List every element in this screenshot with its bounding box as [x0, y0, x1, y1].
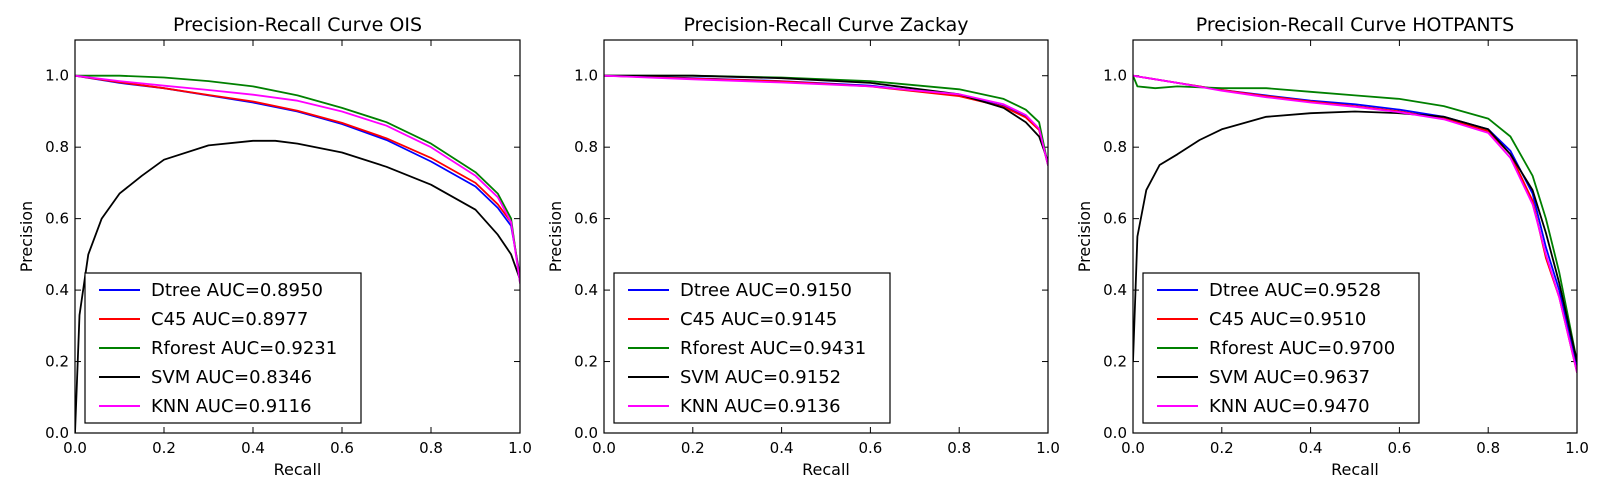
- x-tick-label: 0.4: [241, 439, 265, 457]
- x-tick-label: 0.2: [681, 439, 705, 457]
- x-tick-label: 0.0: [63, 439, 87, 457]
- y-tick-label: 1.0: [45, 67, 69, 85]
- x-tick-label: 0.6: [858, 439, 882, 457]
- x-tick-label: 0.2: [1210, 439, 1234, 457]
- series-line-c45: [604, 74, 1048, 166]
- y-tick-label: 0.2: [574, 353, 598, 371]
- y-tick-label: 1.0: [1103, 67, 1127, 85]
- legend-label: Rforest AUC=0.9431: [680, 338, 866, 359]
- series-line-rforest: [1133, 74, 1577, 363]
- x-tick-label: 0.0: [1121, 439, 1145, 457]
- x-tick-label: 0.8: [1476, 439, 1500, 457]
- plot-frame: [74, 39, 521, 434]
- legend: Dtree AUC=0.8950 C45 AUC=0.8977 Rforest AU…: [84, 272, 362, 424]
- chart-title: Precision-Recall Curve Zackay: [683, 14, 968, 36]
- legend-label: Dtree AUC=0.8950: [151, 280, 323, 301]
- plot-frame: [603, 39, 1049, 434]
- x-tick-label: 0.6: [1387, 439, 1411, 457]
- chart-panel-1: Precision-Recall Curve OIS 0.0 0.2 0.4 0.6 0.…: [17, 14, 532, 479]
- x-tick-label: 0.0: [592, 439, 616, 457]
- y-tick-label: 0.4: [574, 281, 598, 299]
- y-axis-label: Precision: [17, 201, 36, 272]
- legend-label: SVM AUC=0.8346: [151, 367, 312, 388]
- legend-label: KNN AUC=0.9136: [680, 396, 841, 417]
- y-axis-label: Precision: [546, 201, 565, 272]
- x-tick-label: 1.0: [1565, 439, 1589, 457]
- x-tick-label: 0.2: [152, 439, 176, 457]
- y-tick-label: 1.0: [574, 67, 598, 85]
- x-tick-label: 0.8: [947, 439, 971, 457]
- series-line-svm: [604, 74, 1048, 163]
- legend: Dtree AUC=0.9150 C45 AUC=0.9145 Rforest AU…: [613, 272, 891, 424]
- legend-label: Dtree AUC=0.9528: [1209, 280, 1381, 301]
- chart-panel-3: Precision-Recall Curve HOTPANTS 0.0 0.2 0.4…: [1075, 14, 1589, 479]
- series-line-svm: [75, 139, 520, 433]
- x-tick-label: 0.4: [770, 439, 794, 457]
- y-tick-label: 0.4: [45, 281, 69, 299]
- series-line-dtree: [604, 74, 1048, 166]
- y-tick-label: 0.2: [45, 353, 69, 371]
- legend-label: KNN AUC=0.9116: [151, 396, 312, 417]
- y-tick-label: 0.0: [574, 424, 598, 442]
- y-tick-label: 0.0: [45, 424, 69, 442]
- series-line-svm: [1133, 110, 1577, 363]
- x-axis-label: Recall: [274, 460, 322, 479]
- legend-label: C45 AUC=0.9510: [1209, 309, 1366, 330]
- legend-label: SVM AUC=0.9152: [680, 367, 841, 388]
- legend: Dtree AUC=0.9528 C45 AUC=0.9510 Rforest AU…: [1142, 272, 1420, 424]
- series-line-c45: [75, 74, 520, 281]
- y-tick-label: 0.6: [1103, 210, 1127, 228]
- legend-label: KNN AUC=0.9470: [1209, 396, 1370, 417]
- y-tick-label: 0.8: [574, 138, 598, 156]
- chart-title: Precision-Recall Curve OIS: [173, 14, 422, 36]
- legend-label: C45 AUC=0.8977: [151, 309, 308, 330]
- y-tick-label: 0.6: [45, 210, 69, 228]
- x-tick-label: 0.4: [1299, 439, 1323, 457]
- legend-label: Rforest AUC=0.9700: [1209, 338, 1395, 359]
- x-axis-label: Recall: [802, 460, 850, 479]
- y-axis-label: Precision: [1075, 201, 1094, 272]
- x-tick-label: 0.8: [419, 439, 443, 457]
- y-tick-label: 0.2: [1103, 353, 1127, 371]
- y-tick-label: 0.4: [1103, 281, 1127, 299]
- legend-label: Dtree AUC=0.9150: [680, 280, 852, 301]
- legend-label: SVM AUC=0.9637: [1209, 367, 1370, 388]
- y-tick-label: 0.8: [45, 138, 69, 156]
- y-tick-label: 0.6: [574, 210, 598, 228]
- y-tick-label: 0.8: [1103, 138, 1127, 156]
- series-line-knn: [1133, 74, 1577, 374]
- series-line-rforest: [604, 74, 1048, 166]
- series-line-knn: [604, 74, 1048, 166]
- x-axis-label: Recall: [1331, 460, 1379, 479]
- legend-label: Rforest AUC=0.9231: [151, 338, 337, 359]
- chart-panel-2: Precision-Recall Curve Zackay 0.0 0.2 0.4 0.…: [546, 14, 1060, 479]
- x-tick-label: 1.0: [1036, 439, 1060, 457]
- chart-title: Precision-Recall Curve HOTPANTS: [1196, 14, 1514, 36]
- legend-label: C45 AUC=0.9145: [680, 309, 837, 330]
- x-tick-label: 1.0: [508, 439, 532, 457]
- y-tick-label: 0.0: [1103, 424, 1127, 442]
- series-line-knn: [75, 74, 520, 284]
- x-tick-label: 0.6: [330, 439, 354, 457]
- plot-frame: [1132, 39, 1578, 434]
- series-line-rforest: [75, 74, 520, 284]
